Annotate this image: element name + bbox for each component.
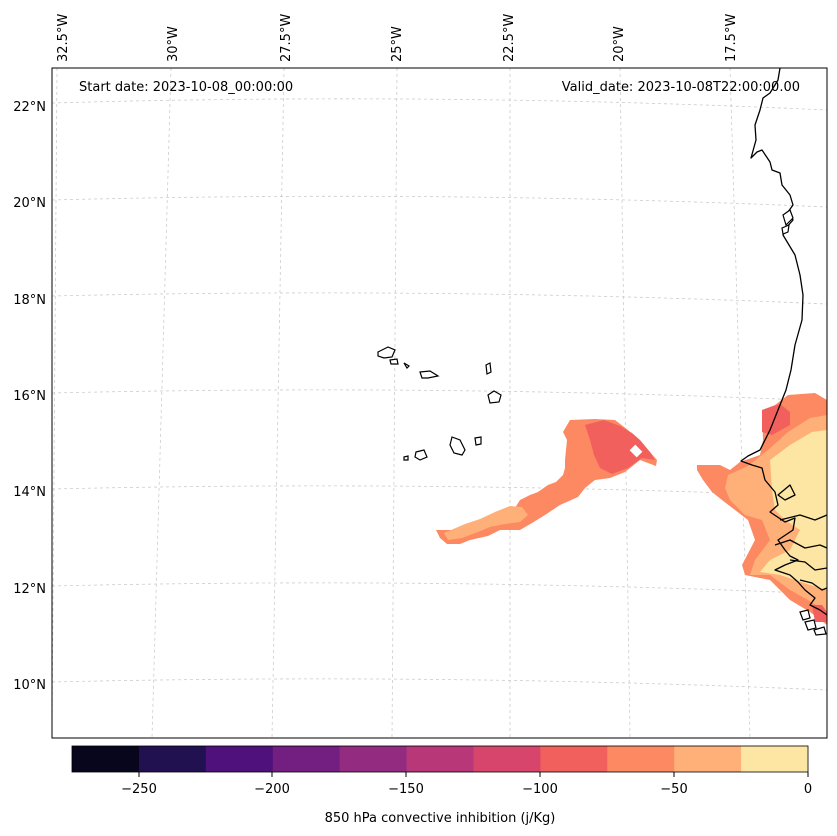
lon-label-22-5w: 22.5°W: [502, 14, 517, 62]
lat-label-12n: 12°N: [13, 582, 46, 597]
colorbar-swatch-3: [272, 746, 341, 772]
lon-label-25w: 25°W: [390, 26, 405, 62]
lon-label-20w: 20°W: [612, 26, 627, 62]
colorbar-swatch-1: [138, 746, 207, 772]
lat-label-10n: 10°N: [13, 678, 46, 693]
cin-coast-red-south: [812, 605, 827, 622]
colorbar-tick-minus-150: −150: [388, 782, 424, 797]
cin-coast-red: [762, 404, 790, 435]
start-date-label: Start date: 2023-10-08_00:00:00: [79, 80, 293, 95]
latitude-labels: 22°N 20°N 18°N 16°N 14°N 12°N 10°N: [13, 100, 46, 693]
colorbar-swatch-8: [607, 746, 675, 772]
valid-date-label: Valid_date: 2023-10-08T22:00:00.00: [562, 80, 800, 95]
colorbar-label: 850 hPa convective inhibition (j/Kg): [325, 811, 556, 826]
colorbar-tick-minus-100: −100: [522, 782, 558, 797]
colorbar-swatch-7: [540, 746, 608, 772]
lon-label-17-5w: 17.5°W: [724, 14, 739, 62]
colorbar-tick-minus-200: −200: [254, 782, 290, 797]
colorbar-swatch-0: [72, 746, 140, 772]
cin-plume-core: [585, 420, 655, 474]
cin-plume-light: [444, 506, 528, 540]
lat-label-22n: 22°N: [13, 100, 46, 115]
colorbar-tick-minus-50: −50: [660, 782, 687, 797]
longitude-labels: 32.5°W 30°W 27.5°W 25°W 22.5°W 20°W 17.5…: [56, 14, 739, 62]
lon-label-32-5w: 32.5°W: [56, 14, 71, 62]
colorbar-swatch-4: [339, 746, 408, 772]
cin-coast-inner: [760, 430, 827, 590]
colorbar-swatch-10: [741, 746, 809, 772]
coastline: [740, 67, 828, 636]
map-area: [52, 68, 827, 738]
lon-label-30w: 30°W: [166, 26, 181, 62]
lat-label-20n: 20°N: [13, 196, 46, 211]
colorbar-tick-0: 0: [804, 782, 812, 797]
colorbar-swatches: [72, 746, 809, 772]
graticule: [51, 67, 828, 739]
cin-field: [436, 393, 827, 625]
colorbar-frame: [71, 745, 809, 773]
map-frame: [51, 67, 828, 739]
colorbar-swatch-5: [406, 746, 474, 772]
colorbar-swatch-6: [473, 746, 541, 772]
colorbar-swatch-9: [674, 746, 742, 772]
lat-label-16n: 16°N: [13, 389, 46, 404]
colorbar-swatch-2: [205, 746, 274, 772]
lon-label-27-5w: 27.5°W: [279, 14, 294, 62]
cape-verde-islands: [377, 346, 502, 461]
lat-label-14n: 14°N: [13, 485, 46, 500]
colorbar-tick-minus-250: −250: [121, 782, 157, 797]
colorbar-ticks: −250 −200 −150 −100 −50 0: [121, 772, 812, 797]
lat-label-18n: 18°N: [13, 293, 46, 308]
